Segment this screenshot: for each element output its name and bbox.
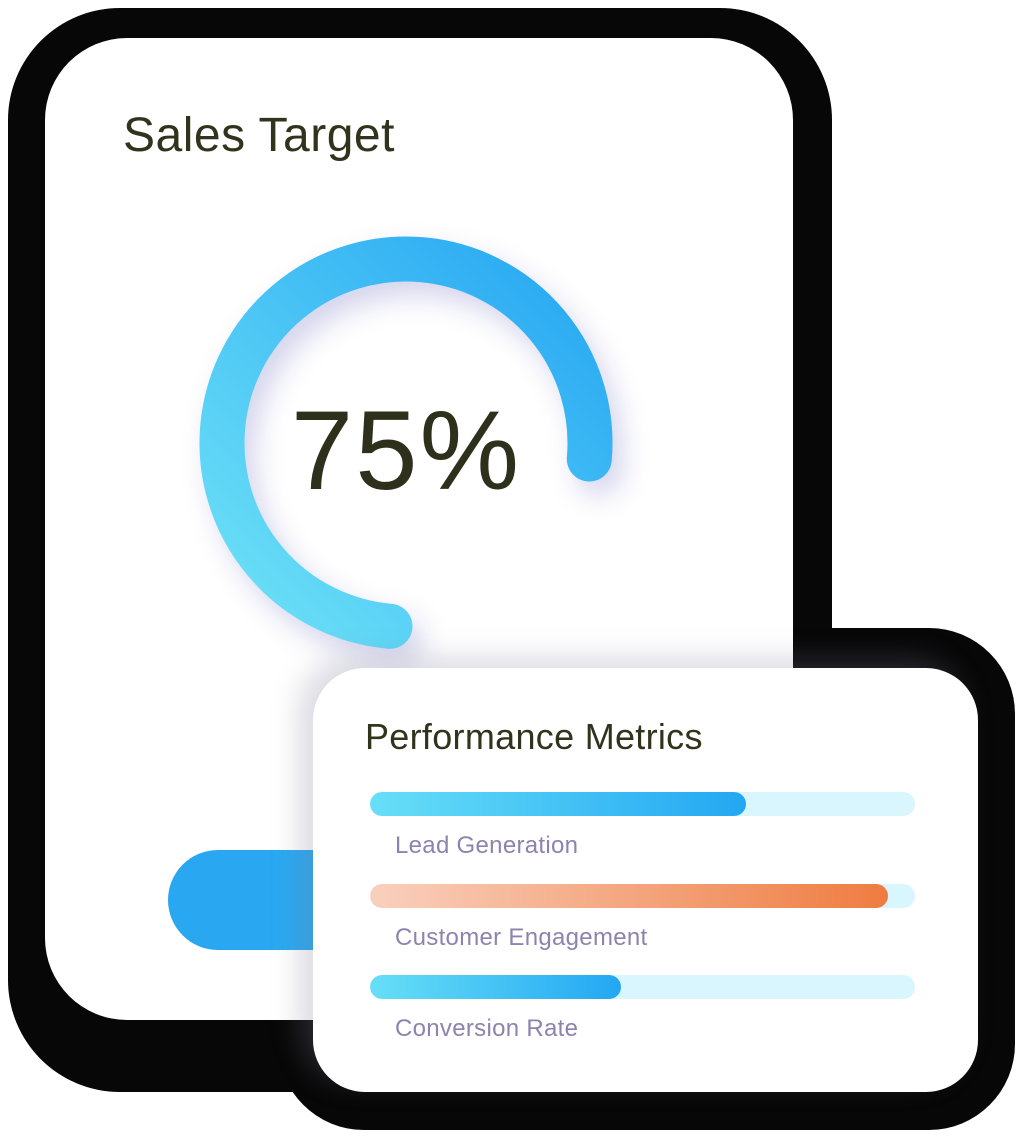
metric-row-conversion-rate: Conversion Rate (370, 975, 915, 1043)
progress-ring-svg (199, 236, 613, 649)
progress-percent-label: 75% (290, 387, 522, 513)
sales-progress-donut: 75% (196, 233, 616, 653)
metric-label: Lead Generation (395, 832, 579, 859)
progress-fill (370, 884, 888, 908)
performance-metrics-card: Performance Metrics Lead Generation Cust… (313, 668, 978, 1092)
metrics-card-title: Performance Metrics (365, 716, 703, 757)
metric-label: Conversion Rate (395, 1015, 579, 1042)
sales-card-title: Sales Target (123, 109, 395, 162)
progress-track (370, 884, 915, 908)
progress-track (370, 975, 915, 999)
progress-track (370, 792, 915, 816)
metric-label: Customer Engagement (395, 924, 648, 951)
progress-fill (370, 792, 747, 816)
metric-row-lead-generation: Lead Generation (370, 792, 915, 860)
progress-fill (370, 975, 621, 999)
progress-ring-arc (199, 236, 613, 649)
metric-row-customer-engagement: Customer Engagement (370, 884, 915, 952)
